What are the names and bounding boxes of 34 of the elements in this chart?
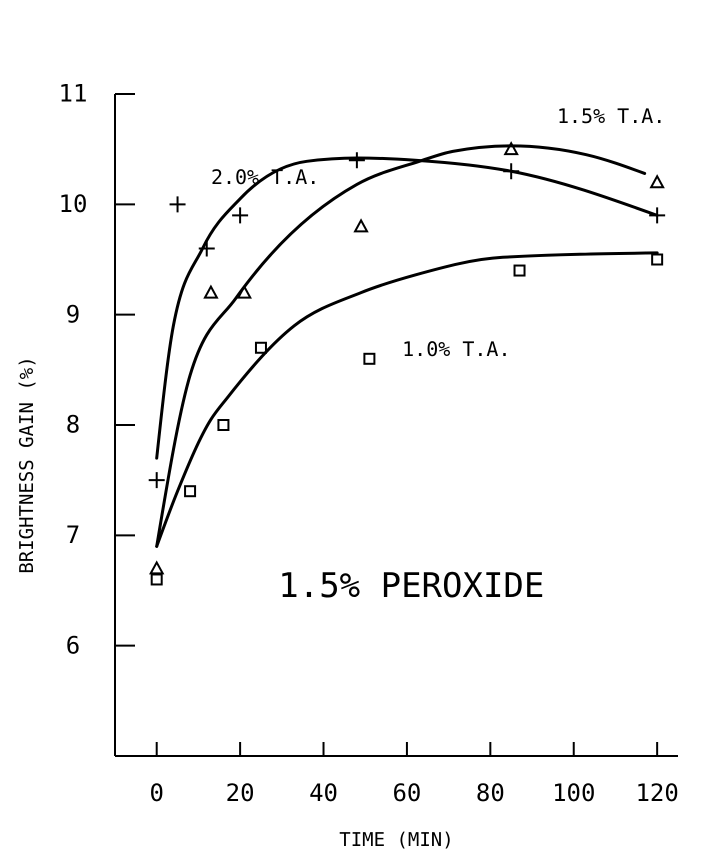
y-tick-label: 8 [66, 410, 80, 439]
point [232, 207, 248, 224]
x-tick-label: 20 [226, 779, 255, 808]
point [651, 254, 664, 266]
point [217, 419, 230, 431]
y-tick-label: 9 [66, 300, 80, 328]
point [148, 472, 165, 488]
point [363, 352, 376, 365]
x-axis-title: TIME (MIN) [339, 829, 454, 851]
x-tick-label: 0 [149, 779, 164, 808]
point [354, 219, 368, 232]
point [170, 196, 186, 212]
x-tick-label: 80 [476, 779, 505, 808]
point [650, 175, 664, 188]
point [150, 573, 163, 586]
x-tick-label: 100 [552, 779, 596, 808]
y-tick-label: 6 [66, 631, 80, 660]
x-tick-label: 60 [392, 779, 422, 808]
annotation: 1.5% T.A. [556, 104, 666, 128]
point [504, 142, 518, 156]
y-tick-label: 7 [66, 521, 80, 550]
annotation: 1.0% T.A. [402, 336, 511, 361]
x-tick-label: 40 [309, 779, 338, 808]
x-tick-label: 120 [635, 779, 679, 808]
y-tick-label: 10 [58, 190, 88, 218]
y-axis-title: BRIGHTNESS GAIN (%) [16, 356, 38, 574]
point [254, 342, 267, 354]
point [184, 485, 196, 498]
point [514, 264, 526, 277]
y-tick-label: 11 [58, 80, 88, 108]
point [150, 561, 164, 574]
point [204, 286, 218, 299]
annotation: 1.5% PEROXIDE [278, 566, 544, 606]
point [237, 286, 252, 299]
